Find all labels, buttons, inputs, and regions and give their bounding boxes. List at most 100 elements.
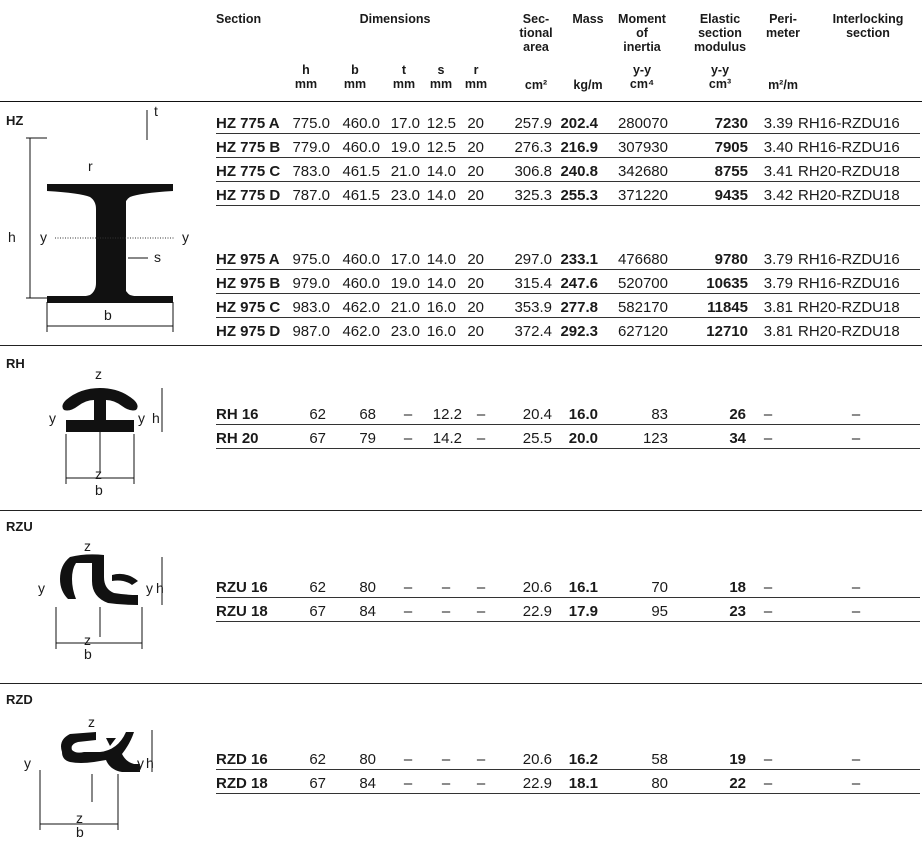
row-divider [216,448,920,449]
table-cell: 23.0 [390,187,420,204]
table-cell: 582170 [617,299,668,316]
table-cell: HZ 975 A [216,251,280,268]
group-divider [0,345,922,346]
table-cell: 22.9 [522,603,552,620]
table-cell: 12710 [706,323,748,340]
hz-label-t: t [154,103,158,119]
table-cell: 16.2 [568,751,598,768]
table-cell: 520700 [617,275,668,292]
table-cell: 17.9 [568,603,598,620]
table-cell: – [403,579,413,596]
group-label-rh: RH [6,356,25,371]
header-text: inertia [623,40,661,54]
table-cell: – [476,775,486,792]
table-cell: 461.5 [342,187,380,204]
table-cell: 216.9 [560,139,598,156]
table-cell: RH16-RZDU16 [798,139,900,156]
table-cell: – [763,775,773,792]
table-cell: 3.41 [763,163,793,180]
table-cell: 462.0 [342,323,380,340]
table-cell: 22.9 [522,775,552,792]
table-cell: 19 [729,751,746,768]
table-cell: 233.1 [560,251,598,268]
table-cell: – [476,430,486,447]
table-cell: – [763,430,773,447]
hz-label-r: r [88,158,93,174]
table-cell: 20 [467,139,484,156]
table-cell: 476680 [617,251,668,268]
rzd-label-y-left: y [24,755,31,771]
rzu-label-y-right: y [146,580,153,596]
table-cell: 17.0 [390,251,420,268]
group-divider [0,510,922,511]
table-cell: RH 20 [216,430,259,447]
table-cell: – [403,751,413,768]
table-cell: – [851,430,861,447]
header-section: Section [216,12,262,26]
unit-text: cm³ [708,77,732,91]
table-cell: 257.9 [514,115,552,132]
table-cell: RZU 16 [216,579,268,596]
table-cell: 23.0 [390,323,420,340]
unit-text: t [401,63,407,77]
unit-text: mm [392,77,416,91]
table-row: RH 16 62 68–12.2–20.4 16.0 83 26– – [216,403,920,425]
table-row: HZ 775 C 783.0 461.5 21.0 14.0 20 306.8 240.8 34… [216,160,920,182]
table-cell: 26 [729,406,746,423]
table-cell: 783.0 [292,163,330,180]
table-row: HZ 775 A 775.0 460.0 17.0 12.5 20 257.9 202.4 28… [216,112,920,134]
header-text: area [523,40,549,54]
table-cell: 95 [651,603,668,620]
header-text: of [636,26,648,40]
table-cell: 34 [729,430,746,447]
table-cell: 3.81 [763,299,793,316]
table-cell: 315.4 [514,275,552,292]
rh-section-diagram [62,388,163,484]
table-cell: 80 [359,579,376,596]
table-cell: – [763,406,773,423]
table-cell: RH20-RZDU18 [798,163,900,180]
rzd-label-z-top: z [88,714,95,730]
table-cell: 62 [309,579,326,596]
group-label-rzd: RZD [6,692,33,707]
table-cell: – [476,406,486,423]
rzd-label-b: b [76,824,84,840]
row-divider [216,621,920,622]
unit-text: y-y [710,63,730,77]
table-cell: 3.39 [763,115,793,132]
table-row: RZU 18 67 84– – –22.9 17.9 95 23– – [216,600,920,622]
table-cell: RZU 18 [216,603,268,620]
table-cell: 460.0 [342,275,380,292]
unit-text: s [437,63,445,77]
header-interlocking: Interlocking section [818,12,918,40]
unit-text: y-y [632,63,652,77]
table-cell: 14.2 [432,430,462,447]
table-cell: 16.0 [568,406,598,423]
table-cell: RH20-RZDU18 [798,299,900,316]
table-cell: – [851,579,861,596]
table-cell: 9780 [714,251,748,268]
rzd-section-diagram [39,730,153,830]
table-cell: 627120 [617,323,668,340]
row-divider [216,769,920,770]
table-cell: RH20-RZDU18 [798,187,900,204]
rh-label-b: b [95,482,103,498]
row-divider [216,597,920,598]
table-cell: 292.3 [560,323,598,340]
table-row: HZ 975 B 979.0 460.0 19.0 14.0 20 315.4 247.6 52… [216,272,920,294]
unit-text: cm⁴ [629,77,655,91]
rh-label-y-right: y [138,410,145,426]
table-cell: 16.0 [426,323,456,340]
table-cell: 21.0 [390,163,420,180]
table-cell: 7905 [714,139,748,156]
rh-label-h: h [152,410,160,426]
unit-mass: kg/m [573,78,603,92]
header-text: Peri- [769,12,797,26]
table-cell: HZ 975 C [216,299,281,316]
row-divider [216,793,920,794]
table-cell: – [441,775,451,792]
header-text: Moment [618,12,666,26]
table-cell: 84 [359,775,376,792]
table-cell: 12.5 [426,139,456,156]
table-cell: 79 [359,430,376,447]
